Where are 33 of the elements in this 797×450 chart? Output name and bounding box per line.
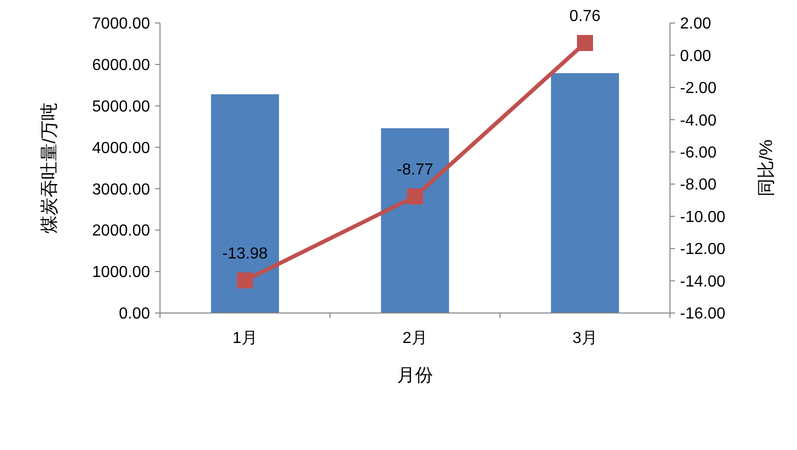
- y-tick-label: 6000.00: [92, 57, 150, 74]
- y2-tick-label: -8.00: [680, 176, 717, 194]
- y-tick-label: 4000.00: [92, 140, 150, 157]
- point: [577, 34, 593, 51]
- x-tick-label: 3月: [572, 330, 598, 347]
- y-tick-label: 7000.00: [92, 16, 150, 33]
- y2-tick-label: -16.00: [680, 306, 726, 323]
- data-label: 0.76: [569, 8, 601, 25]
- y-tick-label: 3000.00: [92, 181, 150, 198]
- bar: [381, 128, 449, 313]
- y2-tick-label: 0.00: [680, 48, 712, 65]
- y-tick-label: 0.00: [118, 306, 150, 323]
- y2-tick-label: -2.00: [680, 80, 717, 98]
- y2-tick-label: -12.00: [680, 241, 726, 258]
- x-tick-label: 2月: [402, 330, 428, 347]
- y-tick-label: 2000.00: [92, 222, 150, 240]
- y2-tick-label: -10.00: [680, 208, 726, 226]
- y2-axis-title: 同比/%: [756, 139, 776, 197]
- x-tick-label: 1月: [232, 330, 258, 347]
- y-tick-label: 1000.00: [92, 264, 150, 282]
- y2-tick-label: -4.00: [680, 112, 717, 130]
- bar: [551, 73, 619, 313]
- point: [407, 188, 423, 205]
- y-axis-title: 煤炭吞吐量/万吨: [39, 102, 59, 234]
- x-axis-title: 月份: [397, 365, 433, 385]
- y2-tick-label: -14.00: [680, 273, 726, 290]
- y2-tick-label: -6.00: [680, 144, 717, 162]
- bar: [211, 94, 279, 313]
- point: [237, 272, 253, 288]
- data-label: -13.98: [222, 245, 268, 262]
- y-tick-label: 5000.00: [92, 98, 150, 116]
- data-label: -8.77: [396, 162, 434, 179]
- y2-tick-label: 2.00: [680, 16, 712, 33]
